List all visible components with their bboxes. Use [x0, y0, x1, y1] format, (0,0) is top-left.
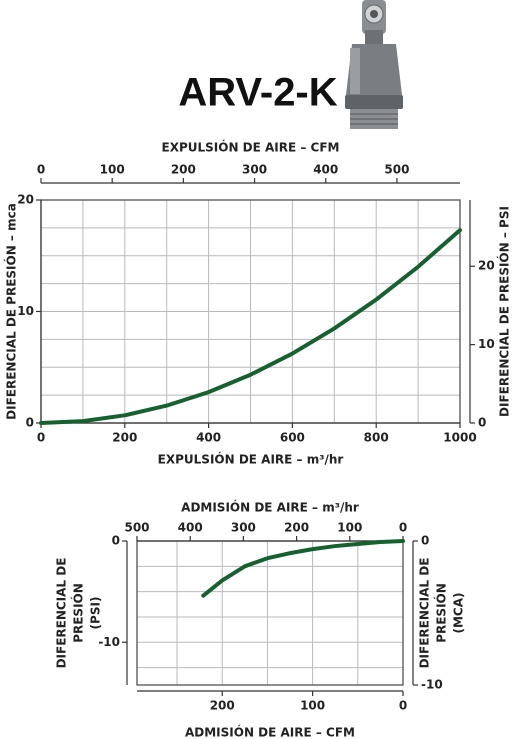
x2-tick-label: 300	[242, 163, 267, 177]
x2-tick-label: 500	[384, 163, 409, 177]
x2-tick-label: 0	[37, 163, 45, 177]
x2-axis-title: EXPULSIÓN DE AIRE – CFM	[162, 140, 340, 155]
x-tick-label: 800	[364, 431, 389, 445]
x-axis-title: EXPULSIÓN DE AIRE – m³/hr	[158, 452, 344, 467]
x-tick-label: 600	[280, 431, 305, 445]
y-axis-title: DIFERENCIAL DE PRESIÓN – mca	[4, 203, 19, 420]
y2-tick-label: 0	[478, 416, 486, 430]
x2-tick-label: 400	[178, 521, 203, 535]
x-tick-label: 0	[37, 431, 45, 445]
y2-axis-title: (MCA)	[452, 592, 466, 633]
x2-tick-label: 500	[124, 521, 149, 535]
x2-tick-label: 100	[337, 521, 362, 535]
x2-tick-label: 300	[231, 521, 256, 535]
y2-tick-label: -10	[421, 678, 443, 692]
y2-axis-title: DIFERENCIAL DE PRESIÓN – PSI	[497, 206, 512, 417]
y2-axis-title: DIFERENCIAL DE	[418, 558, 432, 669]
x-tick-label: 400	[196, 431, 221, 445]
y-tick-label: 0	[112, 534, 120, 548]
y-tick-label: 20	[17, 193, 34, 207]
x2-axis-title: ADMISIÓN DE AIRE – m³/hr	[181, 500, 359, 515]
y-tick-label: 10	[17, 304, 34, 318]
x-tick-label: 200	[210, 699, 235, 713]
x-tick-label: 1000	[443, 431, 476, 445]
data-line	[201, 539, 405, 598]
x2-tick-label: 100	[100, 163, 125, 177]
x2-tick-label: 200	[284, 521, 309, 535]
x2-tick-label: 400	[313, 163, 338, 177]
y-axis-title: (PSI)	[89, 597, 103, 630]
y-axis-title: DIFERENCIAL DE	[55, 558, 69, 669]
x-tick-label: 100	[300, 699, 325, 713]
y-axis-title: PRESIÓN	[71, 583, 86, 643]
data-line	[39, 228, 462, 425]
y-tick-label: 0	[26, 416, 34, 430]
y2-tick-label: 20	[478, 259, 495, 273]
x-tick-label: 200	[112, 431, 137, 445]
x2-tick-label: 200	[171, 163, 196, 177]
x-axis-title: ADMISIÓN DE AIRE – CFM	[185, 725, 355, 739]
product-title: ARV-2-K	[178, 71, 337, 115]
x-tick-label: 0	[399, 699, 407, 713]
x2-tick-label: 0	[399, 521, 407, 535]
valve-illustration	[345, 0, 403, 129]
y-tick-label: -10	[98, 635, 120, 649]
y2-tick-label: 0	[421, 534, 429, 548]
y2-tick-label: 10	[478, 337, 495, 351]
y2-axis-title: PRESIÓN	[434, 583, 449, 643]
